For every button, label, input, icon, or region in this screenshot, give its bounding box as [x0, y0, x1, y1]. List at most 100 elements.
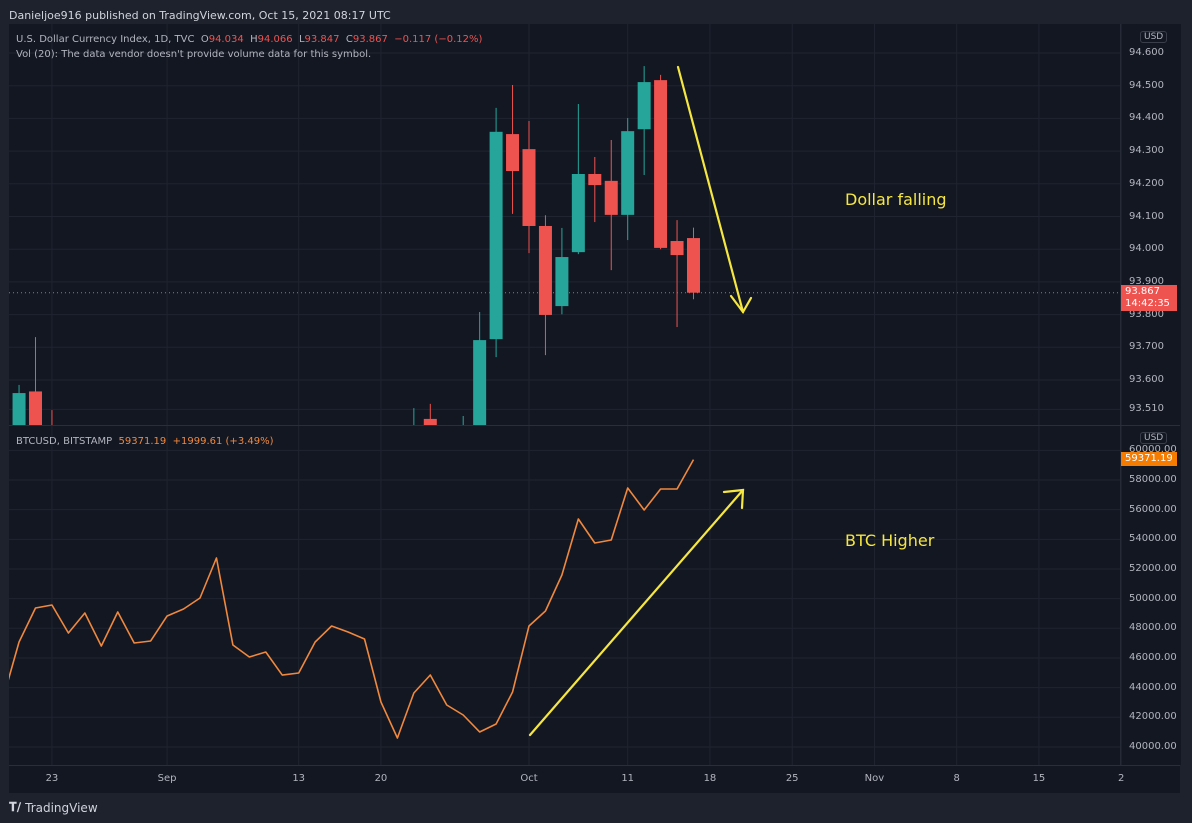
dxy-tick-label: 93.900: [1129, 275, 1164, 287]
candle-body: [423, 418, 437, 425]
dxy-tick-label: 93.510: [1129, 403, 1164, 415]
candle: [457, 415, 470, 445]
grid-lines: [9, 24, 1122, 765]
x-tick-label: 11: [621, 773, 635, 784]
candle: [555, 227, 569, 315]
candle-body: [12, 393, 26, 425]
btc-tick-label: 44000.00: [1129, 681, 1177, 693]
open-value: 94.034: [208, 34, 244, 45]
dxy-tick-label: 94.100: [1129, 210, 1164, 222]
dxy-tick-label: 94.600: [1129, 47, 1164, 58]
high-label: H: [250, 34, 258, 45]
time-axis[interactable]: [9, 765, 1180, 793]
btc-tick-label: 56000.00: [1129, 503, 1177, 515]
dxy-legend: U.S. Dollar Currency Index, 1D, TVC O94.…: [16, 34, 482, 45]
candle: [621, 118, 635, 241]
btc-tick-label: 52000.00: [1129, 562, 1177, 574]
candle-body: [555, 257, 569, 307]
btc-last-price-tag: 59371.19: [1121, 452, 1177, 466]
candle-body: [571, 173, 585, 253]
candle-body: [604, 180, 618, 215]
candle-body: [457, 429, 470, 445]
candle: [51, 410, 53, 425]
dollar-down-arrow[interactable]: [676, 65, 753, 314]
candle-body: [407, 429, 420, 445]
dxy-tick-label: 93.800: [1129, 308, 1164, 320]
btc-last-value: 59371.19: [118, 436, 167, 447]
candle: [473, 311, 487, 425]
candle-body: [506, 134, 520, 172]
btc-tick-label: 50000.00: [1129, 592, 1177, 604]
dxy-tick-label: 94.500: [1129, 79, 1164, 91]
btc-tick-label: 46000.00: [1129, 651, 1177, 663]
btc-legend: BTCUSD, BITSTAMP 59371.19 +1999.61 (+3.4…: [16, 436, 273, 447]
x-tick-label: 2: [1118, 773, 1125, 784]
dxy-tick-label: 94.400: [1129, 112, 1164, 124]
close-value: 93.867: [352, 34, 388, 45]
low-value: 93.847: [304, 34, 340, 45]
x-tick-label: 25: [785, 773, 799, 784]
x-tick-label: Nov: [864, 773, 885, 784]
btc-symbol-title[interactable]: BTCUSD, BITSTAMP: [16, 436, 113, 447]
volume-note[interactable]: Vol (20): The data vendor doesn't provid…: [16, 49, 372, 60]
dollar-falling-annotation[interactable]: Dollar falling: [845, 190, 947, 209]
dxy-candles: [12, 66, 700, 445]
tradingview-logo-icon: 𝐓∕: [9, 800, 22, 814]
x-tick-label: 20: [374, 773, 388, 784]
btc-tick-label: 58000.00: [1129, 474, 1177, 485]
dxy-symbol-title[interactable]: U.S. Dollar Currency Index, 1D, TVC: [16, 34, 195, 45]
x-tick-label: Sep: [157, 773, 177, 784]
currency-badge-bottom[interactable]: USD: [1140, 432, 1168, 444]
x-tick-label: 18: [703, 773, 717, 784]
candle: [571, 104, 585, 255]
btc-tick-label: 40000.00: [1129, 740, 1177, 752]
candle: [654, 74, 668, 250]
low-label: L: [298, 34, 305, 45]
candle: [423, 403, 437, 425]
publisher-caption: Danieljoe916 published on TradingView.co…: [9, 9, 391, 22]
candle: [12, 384, 26, 425]
brand-name: TradingView: [25, 800, 98, 815]
candle-body: [473, 340, 487, 425]
candle: [670, 220, 684, 328]
bar-countdown: 14:42:35: [1125, 298, 1170, 309]
currency-badge-top[interactable]: USD: [1140, 31, 1168, 43]
close-label: C: [345, 34, 353, 45]
btc-change-value: +1999.61 (+3.49%): [172, 436, 274, 447]
candle-body: [621, 131, 635, 215]
btc-up-arrow[interactable]: [528, 488, 745, 737]
btc-tick-label: 54000.00: [1129, 533, 1177, 545]
candle-body: [654, 80, 668, 248]
footer-brand[interactable]: 𝐓∕ TradingView: [9, 800, 98, 815]
candle-body: [489, 131, 503, 340]
dxy-last-price-tag: 93.867 14:42:35: [1121, 285, 1177, 311]
price-axis[interactable]: [1120, 24, 1181, 765]
x-tick-label: Oct: [520, 773, 538, 784]
candle-body: [29, 391, 42, 425]
candle: [506, 85, 520, 214]
x-tick-label: 23: [45, 773, 59, 784]
btc-tick-label: 60000.00: [1129, 444, 1177, 456]
candle: [588, 156, 602, 223]
btc-tick-label: 48000.00: [1129, 622, 1177, 634]
candle: [407, 408, 420, 445]
btc-higher-annotation[interactable]: BTC Higher: [845, 531, 935, 550]
open-label: O: [200, 34, 209, 45]
candle-body: [637, 82, 651, 130]
candle: [29, 337, 42, 425]
high-value: 94.066: [257, 34, 293, 45]
dxy-tick-label: 94.300: [1129, 145, 1164, 157]
candle-body: [687, 238, 700, 293]
candle-body: [522, 149, 536, 226]
chart-area[interactable]: [9, 24, 1120, 765]
dxy-tick-label: 94.200: [1129, 177, 1164, 189]
dxy-tick-label: 93.700: [1129, 341, 1164, 353]
candle: [489, 107, 503, 358]
dxy-tick-label: 93.600: [1129, 374, 1164, 385]
x-tick-label: 8: [953, 773, 960, 784]
candle-body: [670, 241, 684, 256]
candle-body: [538, 225, 552, 315]
x-tick-label: 15: [1032, 773, 1046, 784]
candle: [522, 121, 536, 254]
